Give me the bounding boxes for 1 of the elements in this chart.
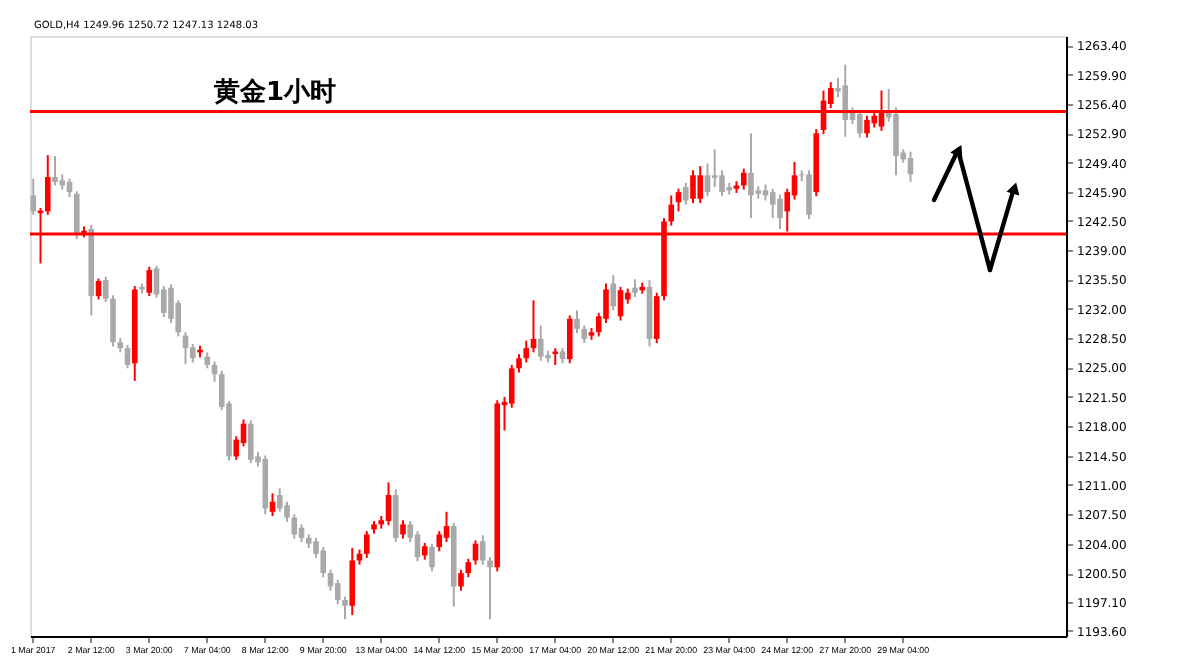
text: 黄金1小时	[212, 78, 337, 108]
